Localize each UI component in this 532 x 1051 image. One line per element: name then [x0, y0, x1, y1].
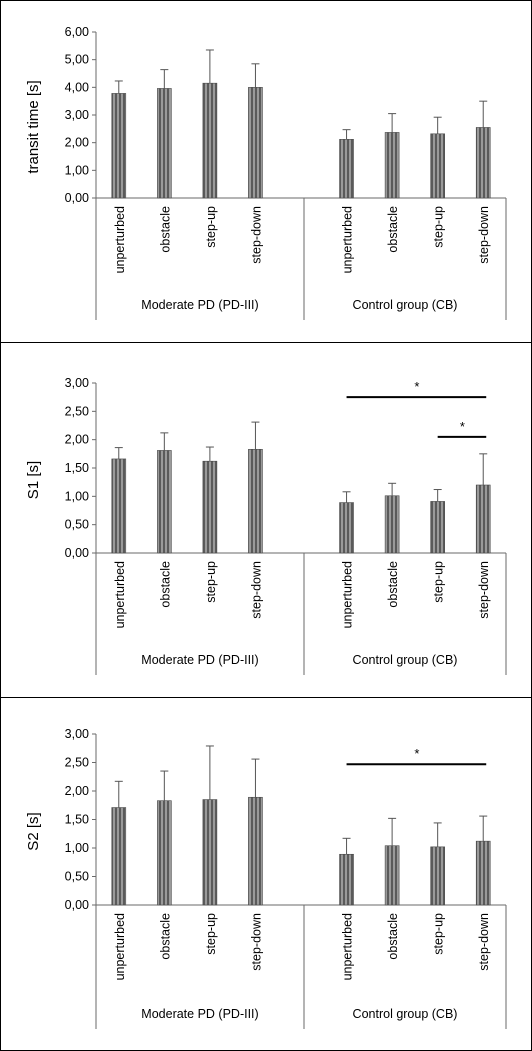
bar-step-up	[430, 846, 445, 906]
y-tick-label: 2,00	[65, 784, 89, 798]
x-category-label: unperturbed	[341, 206, 355, 273]
x-category-label: step-up	[204, 206, 218, 248]
y-tick-label: 2,50	[65, 756, 89, 770]
x-category-label: obstacle	[158, 561, 172, 608]
group-label: Control group (CB)	[353, 1007, 458, 1021]
x-category-label: obstacle	[386, 206, 400, 253]
x-category-label: unperturbed	[113, 206, 127, 273]
group-label: Control group (CB)	[353, 653, 458, 667]
y-tick-label: 6,00	[65, 25, 89, 39]
bar-step-down	[248, 448, 263, 554]
x-category-label: obstacle	[158, 206, 172, 253]
bar-unperturbed	[339, 139, 354, 199]
chart-panel-3: 0,00 0,50 1,00 1,50 2,00 2,50 3,00 S2 [s] unpert…	[0, 697, 532, 1029]
x-category-label: step-up	[432, 913, 446, 955]
y-tick-label: 1,50	[65, 461, 89, 475]
x-category-label: step-down	[477, 206, 491, 264]
significance-marker: *	[414, 746, 419, 761]
group-label: Moderate PD (PD-III)	[141, 298, 258, 312]
x-category-label: step-down	[477, 913, 491, 971]
y-axis-title: S2 [s]	[25, 812, 42, 850]
chart-panel-1: 0,00 1,00 2,00 3,00 4,00 5,00 6,00 transit time…	[25, 25, 507, 320]
significance-marker: *	[460, 419, 465, 434]
x-category-label: step-down	[249, 206, 263, 264]
y-tick-label: 1,50	[65, 813, 89, 827]
bar-step-up	[202, 460, 218, 554]
bar-step-up	[430, 133, 445, 199]
y-tick-label: 0,00	[65, 191, 89, 205]
bar-unperturbed	[111, 807, 127, 906]
y-tick-label: 3,00	[65, 108, 89, 122]
bar-unperturbed	[339, 853, 354, 906]
y-tick-label: 1,00	[65, 841, 89, 855]
x-category-label: step-down	[249, 913, 263, 971]
y-tick-label: 0,50	[65, 518, 89, 532]
x-category-label: unperturbed	[113, 561, 127, 628]
bar-step-down	[248, 796, 263, 906]
y-tick-label: 0,00	[65, 546, 89, 560]
bar-obstacle	[384, 495, 400, 554]
bar-step-up	[202, 82, 218, 199]
bar-step-down	[475, 484, 491, 554]
chart-panel-2: 0,00 0,50 1,00 1,50 2,00 2,50 3,00 S1 [s] unpert…	[0, 342, 532, 675]
x-category-label: step-down	[249, 561, 263, 619]
significance-marker: *	[414, 379, 419, 394]
bar-obstacle	[384, 845, 400, 906]
x-category-label: unperturbed	[341, 561, 355, 628]
x-category-label: unperturbed	[113, 913, 127, 980]
y-tick-label: 0,50	[65, 870, 89, 884]
y-tick-label: 2,00	[65, 136, 89, 150]
x-category-label: step-down	[477, 561, 491, 619]
bar-obstacle	[157, 450, 172, 554]
x-category-label: step-up	[432, 206, 446, 248]
group-label: Moderate PD (PD-III)	[141, 1007, 258, 1021]
bar-unperturbed	[339, 502, 354, 554]
bar-unperturbed	[111, 458, 127, 554]
bar-step-down	[248, 87, 263, 199]
y-tick-label: 5,00	[65, 53, 89, 67]
x-category-label: step-up	[432, 561, 446, 603]
x-category-label: obstacle	[386, 913, 400, 960]
bar-step-down	[475, 127, 491, 199]
x-category-label: step-up	[204, 913, 218, 955]
x-category-label: step-up	[204, 561, 218, 603]
bar-unperturbed	[111, 93, 127, 199]
bar-obstacle	[384, 132, 400, 199]
x-category-label: obstacle	[386, 561, 400, 608]
y-tick-label: 3,00	[65, 376, 89, 390]
bar-obstacle	[157, 800, 172, 906]
bar-step-up	[430, 501, 445, 554]
x-category-label: obstacle	[158, 913, 172, 960]
bar-step-up	[202, 799, 218, 906]
y-tick-label: 2,50	[65, 404, 89, 418]
bar-step-down	[475, 840, 491, 906]
group-label: Moderate PD (PD-III)	[141, 653, 258, 667]
group-label: Control group (CB)	[353, 298, 458, 312]
x-category-label: unperturbed	[341, 913, 355, 980]
y-tick-label: 4,00	[65, 80, 89, 94]
y-tick-label: 3,00	[65, 727, 89, 741]
y-tick-label: 1,00	[65, 163, 89, 177]
y-axis-title: S1 [s]	[25, 461, 42, 499]
y-tick-label: 0,00	[65, 898, 89, 912]
y-tick-label: 2,00	[65, 433, 89, 447]
bar-obstacle	[157, 88, 172, 199]
y-tick-label: 1,00	[65, 489, 89, 503]
y-axis-title: transit time [s]	[25, 80, 42, 173]
